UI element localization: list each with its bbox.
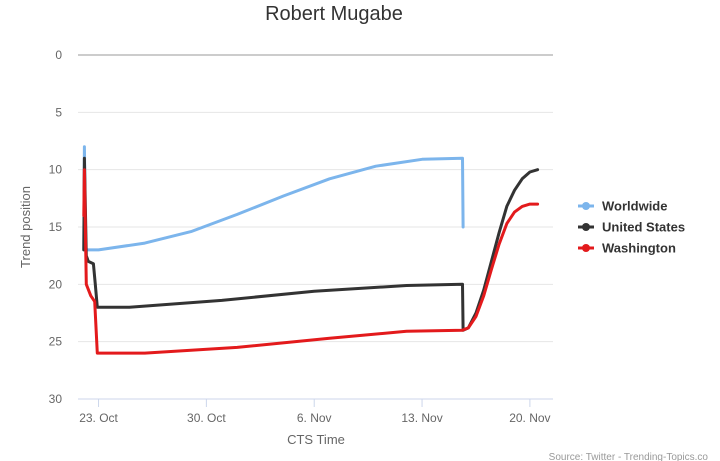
y-axis-title: Trend position xyxy=(18,186,33,268)
legend-item-washington[interactable]: Washington xyxy=(578,241,676,256)
legend-marker xyxy=(582,202,590,210)
series-line-worldwide[interactable] xyxy=(82,145,465,252)
series-line-united-states[interactable] xyxy=(82,156,540,332)
legend[interactable]: Worldwide United States Washington xyxy=(578,199,685,256)
legend-marker xyxy=(582,244,590,252)
y-tick-label: 5 xyxy=(55,105,62,119)
legend-marker xyxy=(582,223,590,231)
legend-item-united-states[interactable]: United States xyxy=(578,220,685,235)
legend-label: Worldwide xyxy=(602,199,667,214)
y-tick-label: 15 xyxy=(49,220,63,234)
legend-label: Washington xyxy=(602,241,676,256)
series-lines xyxy=(82,145,540,355)
x-tick-label: 20. Nov xyxy=(509,411,550,425)
y-tick-label: 30 xyxy=(49,392,63,406)
y-axis-ticks: 0 5 10 15 20 25 30 xyxy=(49,48,63,406)
legend-item-worldwide[interactable]: Worldwide xyxy=(578,199,667,214)
x-tick-label: 30. Oct xyxy=(187,411,226,425)
y-tick-label: 10 xyxy=(49,163,63,177)
grid-lines xyxy=(78,54,553,400)
x-tick-label: 13. Nov xyxy=(401,411,442,425)
x-axis-title: CTS Time xyxy=(287,432,345,447)
x-tick-label: 6. Nov xyxy=(297,411,332,425)
legend-label: United States xyxy=(602,220,685,235)
x-tick-label: 23. Oct xyxy=(79,411,118,425)
y-tick-label: 20 xyxy=(49,277,63,291)
series-line-washington[interactable] xyxy=(82,168,540,355)
y-tick-label: 25 xyxy=(49,335,63,349)
x-axis: 23. Oct 30. Oct 6. Nov 13. Nov 20. Nov xyxy=(78,398,553,425)
chart-title: Robert Mugabe xyxy=(265,3,403,25)
y-tick-label: 0 xyxy=(55,48,62,62)
credits: Source: Twitter - Trending-Topics.co xyxy=(549,452,709,461)
